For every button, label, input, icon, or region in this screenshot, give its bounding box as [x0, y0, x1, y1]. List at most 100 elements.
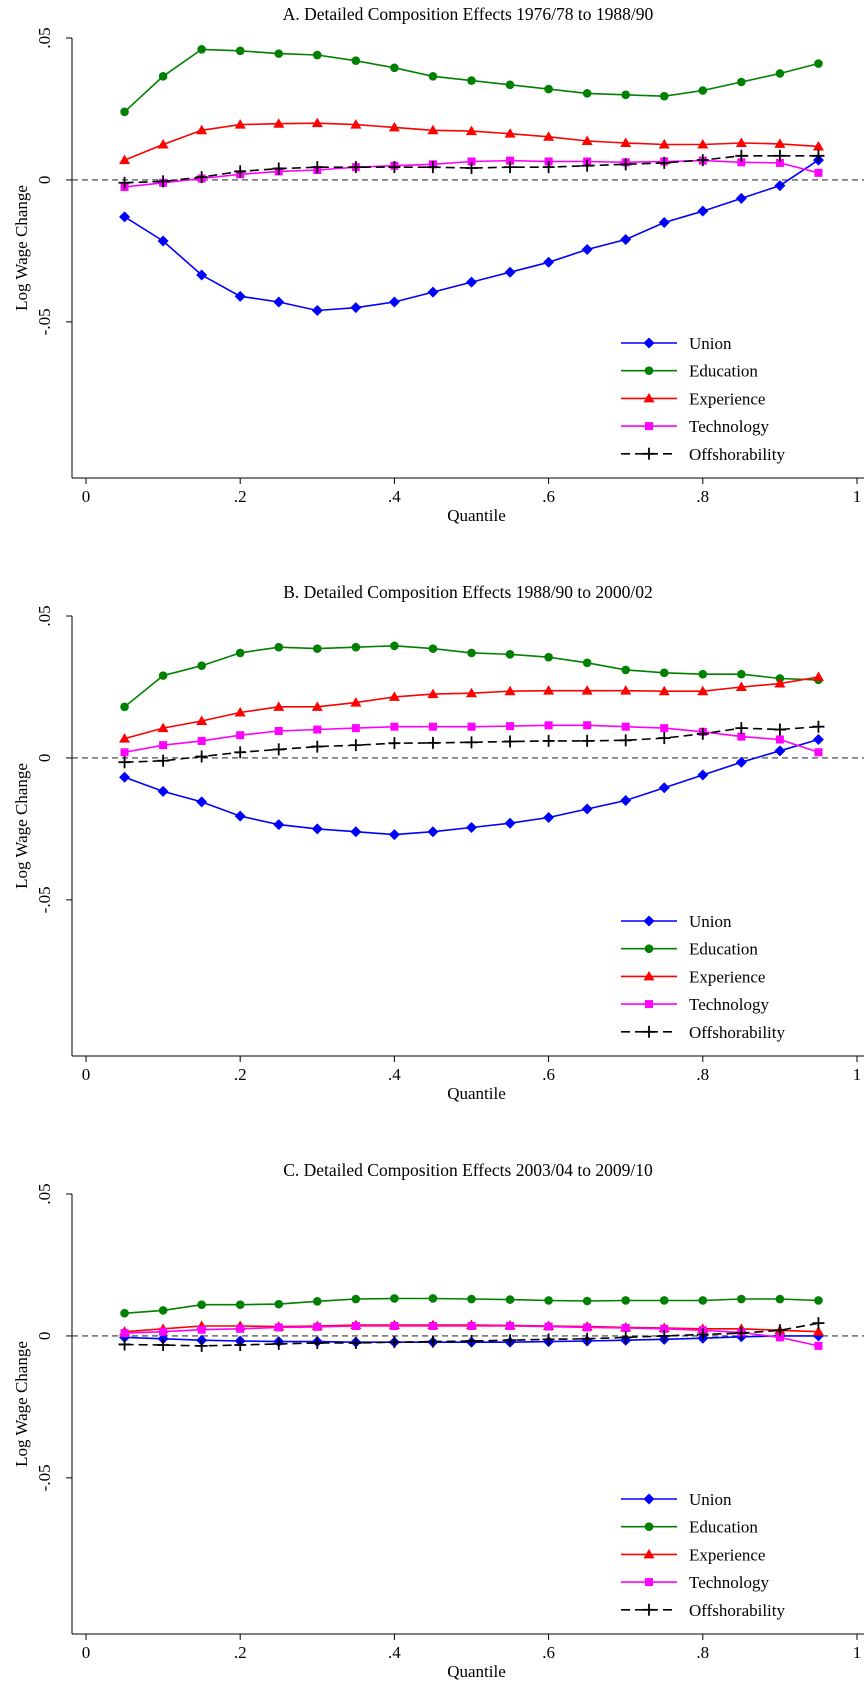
data-point: [311, 701, 323, 711]
data-point: [235, 46, 245, 56]
series-education: [120, 1294, 823, 1318]
y-axis-label: Log Wage Change: [12, 1341, 31, 1467]
legend-label: Offshorability: [689, 1601, 786, 1620]
x-tick-label: .4: [388, 1065, 401, 1084]
data-point: [735, 1327, 748, 1340]
data-point: [157, 175, 170, 188]
data-point: [119, 211, 131, 223]
data-point: [351, 642, 361, 652]
data-point: [696, 154, 709, 167]
data-point: [196, 796, 208, 808]
data-point: [197, 661, 206, 670]
data-point: [581, 135, 593, 146]
data-point: [504, 1334, 517, 1347]
data-point: [388, 1336, 401, 1349]
chart-panel-a: A. Detailed Composition Effects 1976/78 …: [12, 4, 864, 525]
legend-marker: [643, 1603, 655, 1616]
data-point: [544, 84, 553, 94]
legend-label: Offshorability: [689, 445, 786, 464]
data-point: [349, 161, 362, 174]
data-point: [467, 1294, 476, 1304]
legend-marker: [645, 1578, 653, 1587]
legend-label: Experience: [689, 389, 765, 408]
legend-label: Technology: [689, 417, 770, 436]
data-point: [737, 1294, 746, 1304]
data-point: [658, 138, 670, 149]
data-point: [660, 1324, 669, 1333]
data-point: [504, 735, 517, 748]
data-point: [774, 138, 786, 148]
data-point: [620, 795, 632, 807]
data-point: [465, 162, 478, 175]
legend-marker: [643, 1493, 655, 1505]
data-point: [812, 140, 824, 151]
data-point: [812, 720, 825, 733]
x-tick-label: 0: [82, 1643, 91, 1662]
series-line-union: [124, 159, 819, 312]
y-tick-label: .05: [35, 27, 54, 48]
data-point: [735, 756, 747, 768]
data-point: [158, 72, 168, 81]
x-tick-label: .8: [696, 1065, 709, 1084]
data-point: [120, 748, 129, 757]
data-point: [427, 124, 439, 135]
data-point: [773, 723, 786, 736]
data-point: [157, 1339, 170, 1352]
data-point: [428, 72, 438, 81]
legend-marker: [644, 1522, 654, 1531]
data-point: [390, 1294, 399, 1303]
data-point: [426, 736, 439, 749]
data-point: [658, 217, 670, 229]
series-union: [119, 733, 824, 841]
legend-label: Education: [689, 1518, 758, 1537]
data-point: [157, 138, 169, 149]
x-axis-label: Quantile: [447, 1084, 506, 1103]
data-point: [388, 691, 400, 701]
data-point: [697, 205, 709, 217]
data-point: [388, 296, 400, 308]
data-point: [274, 49, 284, 58]
data-point: [427, 688, 439, 699]
y-tick-label: .05: [35, 605, 54, 626]
data-point: [120, 1308, 129, 1318]
data-point: [235, 1300, 245, 1310]
legend-marker: [643, 1548, 655, 1559]
legend-label: Education: [689, 940, 758, 959]
data-point: [350, 826, 362, 838]
data-point: [234, 707, 246, 717]
data-point: [582, 658, 592, 668]
chart-panel-b: B. Detailed Composition Effects 1988/90 …: [12, 582, 864, 1103]
data-point: [543, 131, 555, 141]
data-point: [466, 125, 477, 136]
data-point: [659, 668, 669, 678]
data-point: [621, 722, 630, 731]
y-tick-label: .05: [35, 1183, 54, 1204]
data-point: [621, 90, 630, 100]
data-point: [159, 1327, 168, 1336]
data-point: [428, 644, 438, 653]
chart-title: A. Detailed Composition Effects 1976/78 …: [283, 4, 654, 24]
data-point: [466, 687, 477, 698]
data-point: [773, 1324, 786, 1337]
data-point: [197, 736, 206, 745]
legend-marker: [643, 392, 655, 403]
data-point: [619, 158, 632, 171]
data-point: [197, 1325, 206, 1334]
x-tick-label: .8: [696, 487, 709, 506]
series-experience: [119, 117, 824, 165]
data-point: [120, 702, 129, 712]
data-point: [465, 1335, 478, 1348]
x-tick-label: 1: [853, 1065, 862, 1084]
data-point: [737, 732, 746, 741]
data-point: [583, 1323, 592, 1332]
data-point: [542, 161, 555, 174]
data-point: [272, 162, 285, 175]
data-point: [272, 1337, 285, 1350]
legend-label: Union: [689, 1490, 732, 1509]
data-point: [196, 124, 208, 135]
data-point: [311, 161, 324, 174]
x-tick-label: 1: [853, 1643, 862, 1662]
data-point: [274, 726, 283, 735]
data-point: [658, 156, 671, 169]
data-point: [351, 1294, 361, 1304]
